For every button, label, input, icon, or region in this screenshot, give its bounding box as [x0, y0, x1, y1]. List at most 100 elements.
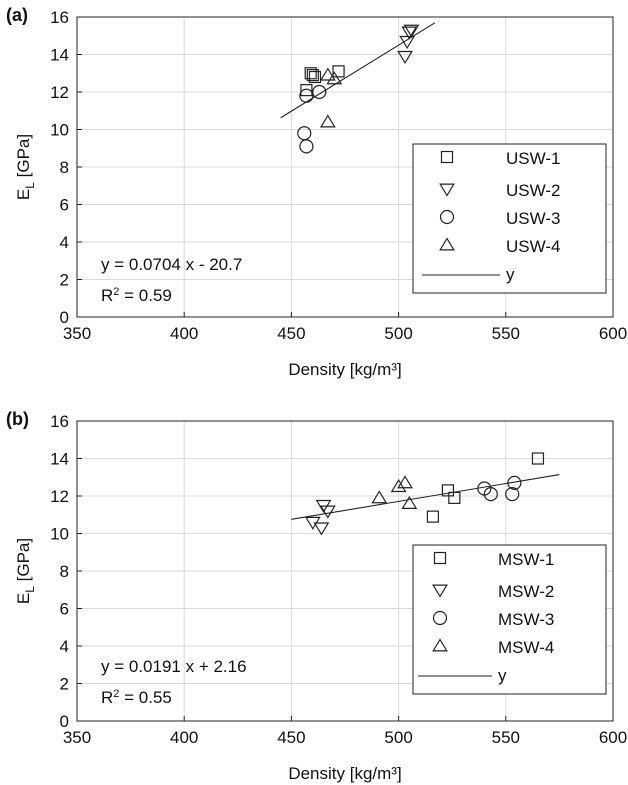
legend-label-usw-3: USW-3 — [506, 209, 560, 228]
x-tick-label-b: 450 — [277, 728, 305, 747]
legend-marker-usw-3 — [439, 209, 455, 225]
x-tick-label-a: 550 — [492, 324, 520, 343]
y-tick-label-a: 8 — [60, 158, 69, 177]
legend-label-fit-a: y — [506, 265, 515, 284]
y-tick-label-a: 0 — [60, 308, 69, 327]
data-point-usw-2 — [403, 24, 420, 38]
data-point-msw-1 — [531, 452, 545, 465]
y-tick-label-a: 2 — [60, 271, 69, 290]
x-tick-label-b: 500 — [384, 728, 412, 747]
legend-label-usw-2: USW-2 — [506, 181, 560, 200]
data-point-usw-1 — [300, 84, 313, 97]
legend-a: USW-1 USW-2 USW-3 USW-4 y — [412, 143, 607, 294]
data-point-usw-2 — [401, 26, 418, 40]
legend-marker-msw-3 — [432, 610, 448, 626]
legend-marker-msw-4 — [432, 638, 448, 652]
data-point-msw-4 — [390, 478, 407, 493]
x-tick-label-b: 350 — [63, 728, 91, 747]
r-squared-b: R2 = 0.55 — [101, 688, 172, 707]
y-tick-label-a: 12 — [50, 83, 69, 102]
legend-label-usw-4: USW-4 — [506, 237, 560, 256]
data-point-usw-1 — [308, 70, 322, 84]
x-tick-label-a: 400 — [170, 324, 198, 343]
data-point-msw-4 — [371, 490, 388, 504]
data-point-usw-4 — [319, 114, 336, 128]
data-point-usw-3 — [312, 84, 327, 100]
legend-label-msw-4: MSW-4 — [498, 638, 554, 657]
legend-label-msw-3: MSW-3 — [498, 610, 554, 629]
data-point-msw-4 — [401, 495, 418, 509]
data-point-usw-3 — [299, 139, 314, 154]
x-tick-label-a: 450 — [277, 324, 305, 343]
y-tick-label-b: 8 — [60, 562, 69, 581]
r-squared-a: R2 = 0.59 — [101, 286, 172, 305]
x-tick-label-a: 350 — [63, 324, 91, 343]
data-point-usw-4 — [319, 67, 336, 81]
legend-markers-b — [432, 551, 448, 652]
data-point-msw-3 — [483, 487, 498, 502]
legend-label-fit-b: y — [498, 666, 507, 685]
panel-a: 350 400 450 500 550 600 0 2 4 6 8 10 12 14 16 (a) Dens… — [6, 5, 627, 379]
data-point-msw-4 — [397, 475, 413, 489]
data-point-msw-1 — [448, 491, 461, 504]
data-point-usw-1 — [332, 65, 345, 78]
x-tick-label-b: 550 — [492, 728, 520, 747]
grid-a — [77, 17, 613, 317]
legend-label-msw-1: MSW-1 — [498, 550, 554, 569]
data-point-msw-2 — [313, 522, 330, 536]
legend-marker-usw-4 — [439, 237, 455, 251]
y-tick-label-a: 10 — [50, 121, 69, 140]
equation-a: y = 0.0704 x - 20.7 — [101, 255, 242, 274]
panel-label-b: (b) — [6, 409, 29, 429]
x-tick-label-a: 600 — [599, 324, 627, 343]
y-axis-title-a: EL [GPa] — [14, 134, 37, 200]
equation-b: y = 0.0191 x + 2.16 — [101, 657, 247, 676]
data-point-usw-1 — [304, 67, 317, 80]
y-tick-label-b: 2 — [60, 675, 69, 694]
y-tick-label-b: 16 — [50, 412, 69, 431]
legend-marker-msw-2 — [432, 584, 448, 598]
x-axis-title-a: Density [kg/m³] — [288, 360, 401, 379]
y-tick-label-a: 16 — [50, 8, 69, 27]
x-tick-label-b: 600 — [599, 728, 627, 747]
ticks-b: 350 400 450 500 550 600 0 2 4 6 8 10 12 14 16 — [50, 412, 627, 747]
data-point-msw-1 — [441, 484, 455, 497]
legend-label-msw-2: MSW-2 — [498, 582, 554, 601]
legend-markers-a — [439, 150, 455, 251]
data-point-usw-3 — [299, 88, 314, 103]
y-tick-label-b: 6 — [60, 600, 69, 619]
legend-box-a — [412, 143, 607, 294]
data-point-usw-2 — [397, 50, 413, 65]
x-tick-label-b: 400 — [170, 728, 198, 747]
data-point-usw-1 — [306, 69, 319, 82]
data-point-usw-2 — [399, 35, 416, 50]
data-point-usw-3 — [297, 126, 312, 141]
data-point-usw-4 — [326, 71, 343, 85]
legend-marker-usw-1 — [440, 150, 454, 164]
panel-label-a: (a) — [6, 5, 28, 25]
markers-b — [304, 452, 545, 536]
legend-b: MSW-1 MSW-2 MSW-3 MSW-4 y — [412, 544, 607, 695]
y-tick-label-a: 6 — [60, 196, 69, 215]
y-tick-label-a: 14 — [50, 46, 69, 65]
data-point-msw-3 — [505, 487, 520, 502]
data-point-msw-1 — [426, 510, 440, 523]
legend-label-usw-1: USW-1 — [506, 149, 560, 168]
y-axis-title-b: EL [GPa] — [14, 538, 37, 604]
y-tick-label-b: 14 — [50, 450, 69, 469]
markers-a — [297, 24, 420, 154]
data-point-msw-3 — [507, 475, 522, 490]
x-tick-label-a: 500 — [384, 324, 412, 343]
panel-b: 350 400 450 500 550 600 0 2 4 6 8 10 12 14 16 (b) Dens… — [6, 409, 627, 783]
data-point-msw-2 — [319, 505, 336, 519]
fit-line-b — [291, 474, 560, 520]
y-tick-label-b: 10 — [50, 525, 69, 544]
y-tick-label-b: 12 — [50, 487, 69, 506]
legend-box-b — [412, 544, 607, 695]
legend-marker-msw-1 — [433, 551, 447, 565]
x-axis-title-b: Density [kg/m³] — [288, 764, 401, 783]
legend-marker-usw-2 — [439, 183, 455, 197]
fit-line-path-b — [291, 474, 560, 520]
ticks-a: 350 400 450 500 550 600 0 2 4 6 8 10 12 14 16 — [50, 8, 627, 343]
